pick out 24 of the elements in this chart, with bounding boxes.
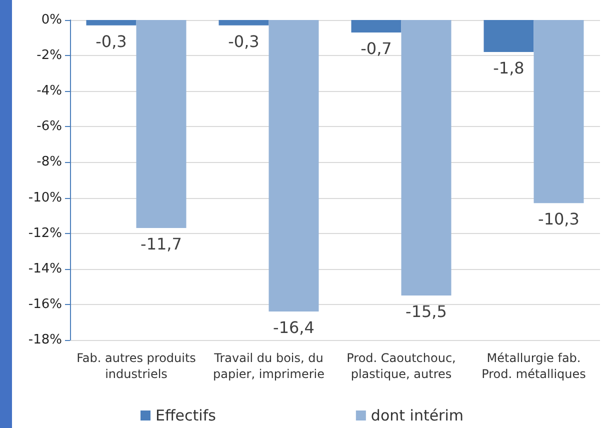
- data-label: -16,4: [273, 318, 314, 338]
- y-tick-label: -6%: [36, 119, 62, 134]
- data-label: -15,5: [406, 302, 447, 322]
- legend-label: Effectifs: [155, 406, 216, 424]
- data-label: -11,7: [140, 234, 182, 254]
- y-tick-label: -16%: [28, 296, 62, 312]
- data-label: -0,3: [96, 32, 127, 51]
- x-tick-label: Métallurgie fab. Prod. métalliques: [482, 351, 586, 381]
- x-tick-label: Fab. autres produits industriels: [76, 351, 196, 381]
- data-label: -0,3: [228, 32, 260, 51]
- data-label: -10,3: [538, 210, 580, 229]
- x-tick-label: Prod. Caoutchouc, plastique, autres: [346, 351, 456, 381]
- x-tick-label: Travail du bois, du papier, imprimerie: [213, 351, 324, 381]
- data-label: -1,8: [493, 58, 524, 78]
- y-tick-label: -14%: [28, 261, 62, 276]
- y-tick-label: -2%: [36, 48, 62, 64]
- data-label: -0,7: [360, 38, 392, 58]
- y-tick-label: 0%: [41, 12, 62, 28]
- y-tick-label: -8%: [36, 154, 62, 170]
- y-tick-label: -12%: [28, 226, 62, 241]
- y-tick-label: -18%: [28, 332, 62, 348]
- y-tick-label: -4%: [36, 84, 62, 99]
- legend-label: dont intérim: [370, 406, 464, 424]
- y-tick-label: -10%: [28, 190, 62, 206]
